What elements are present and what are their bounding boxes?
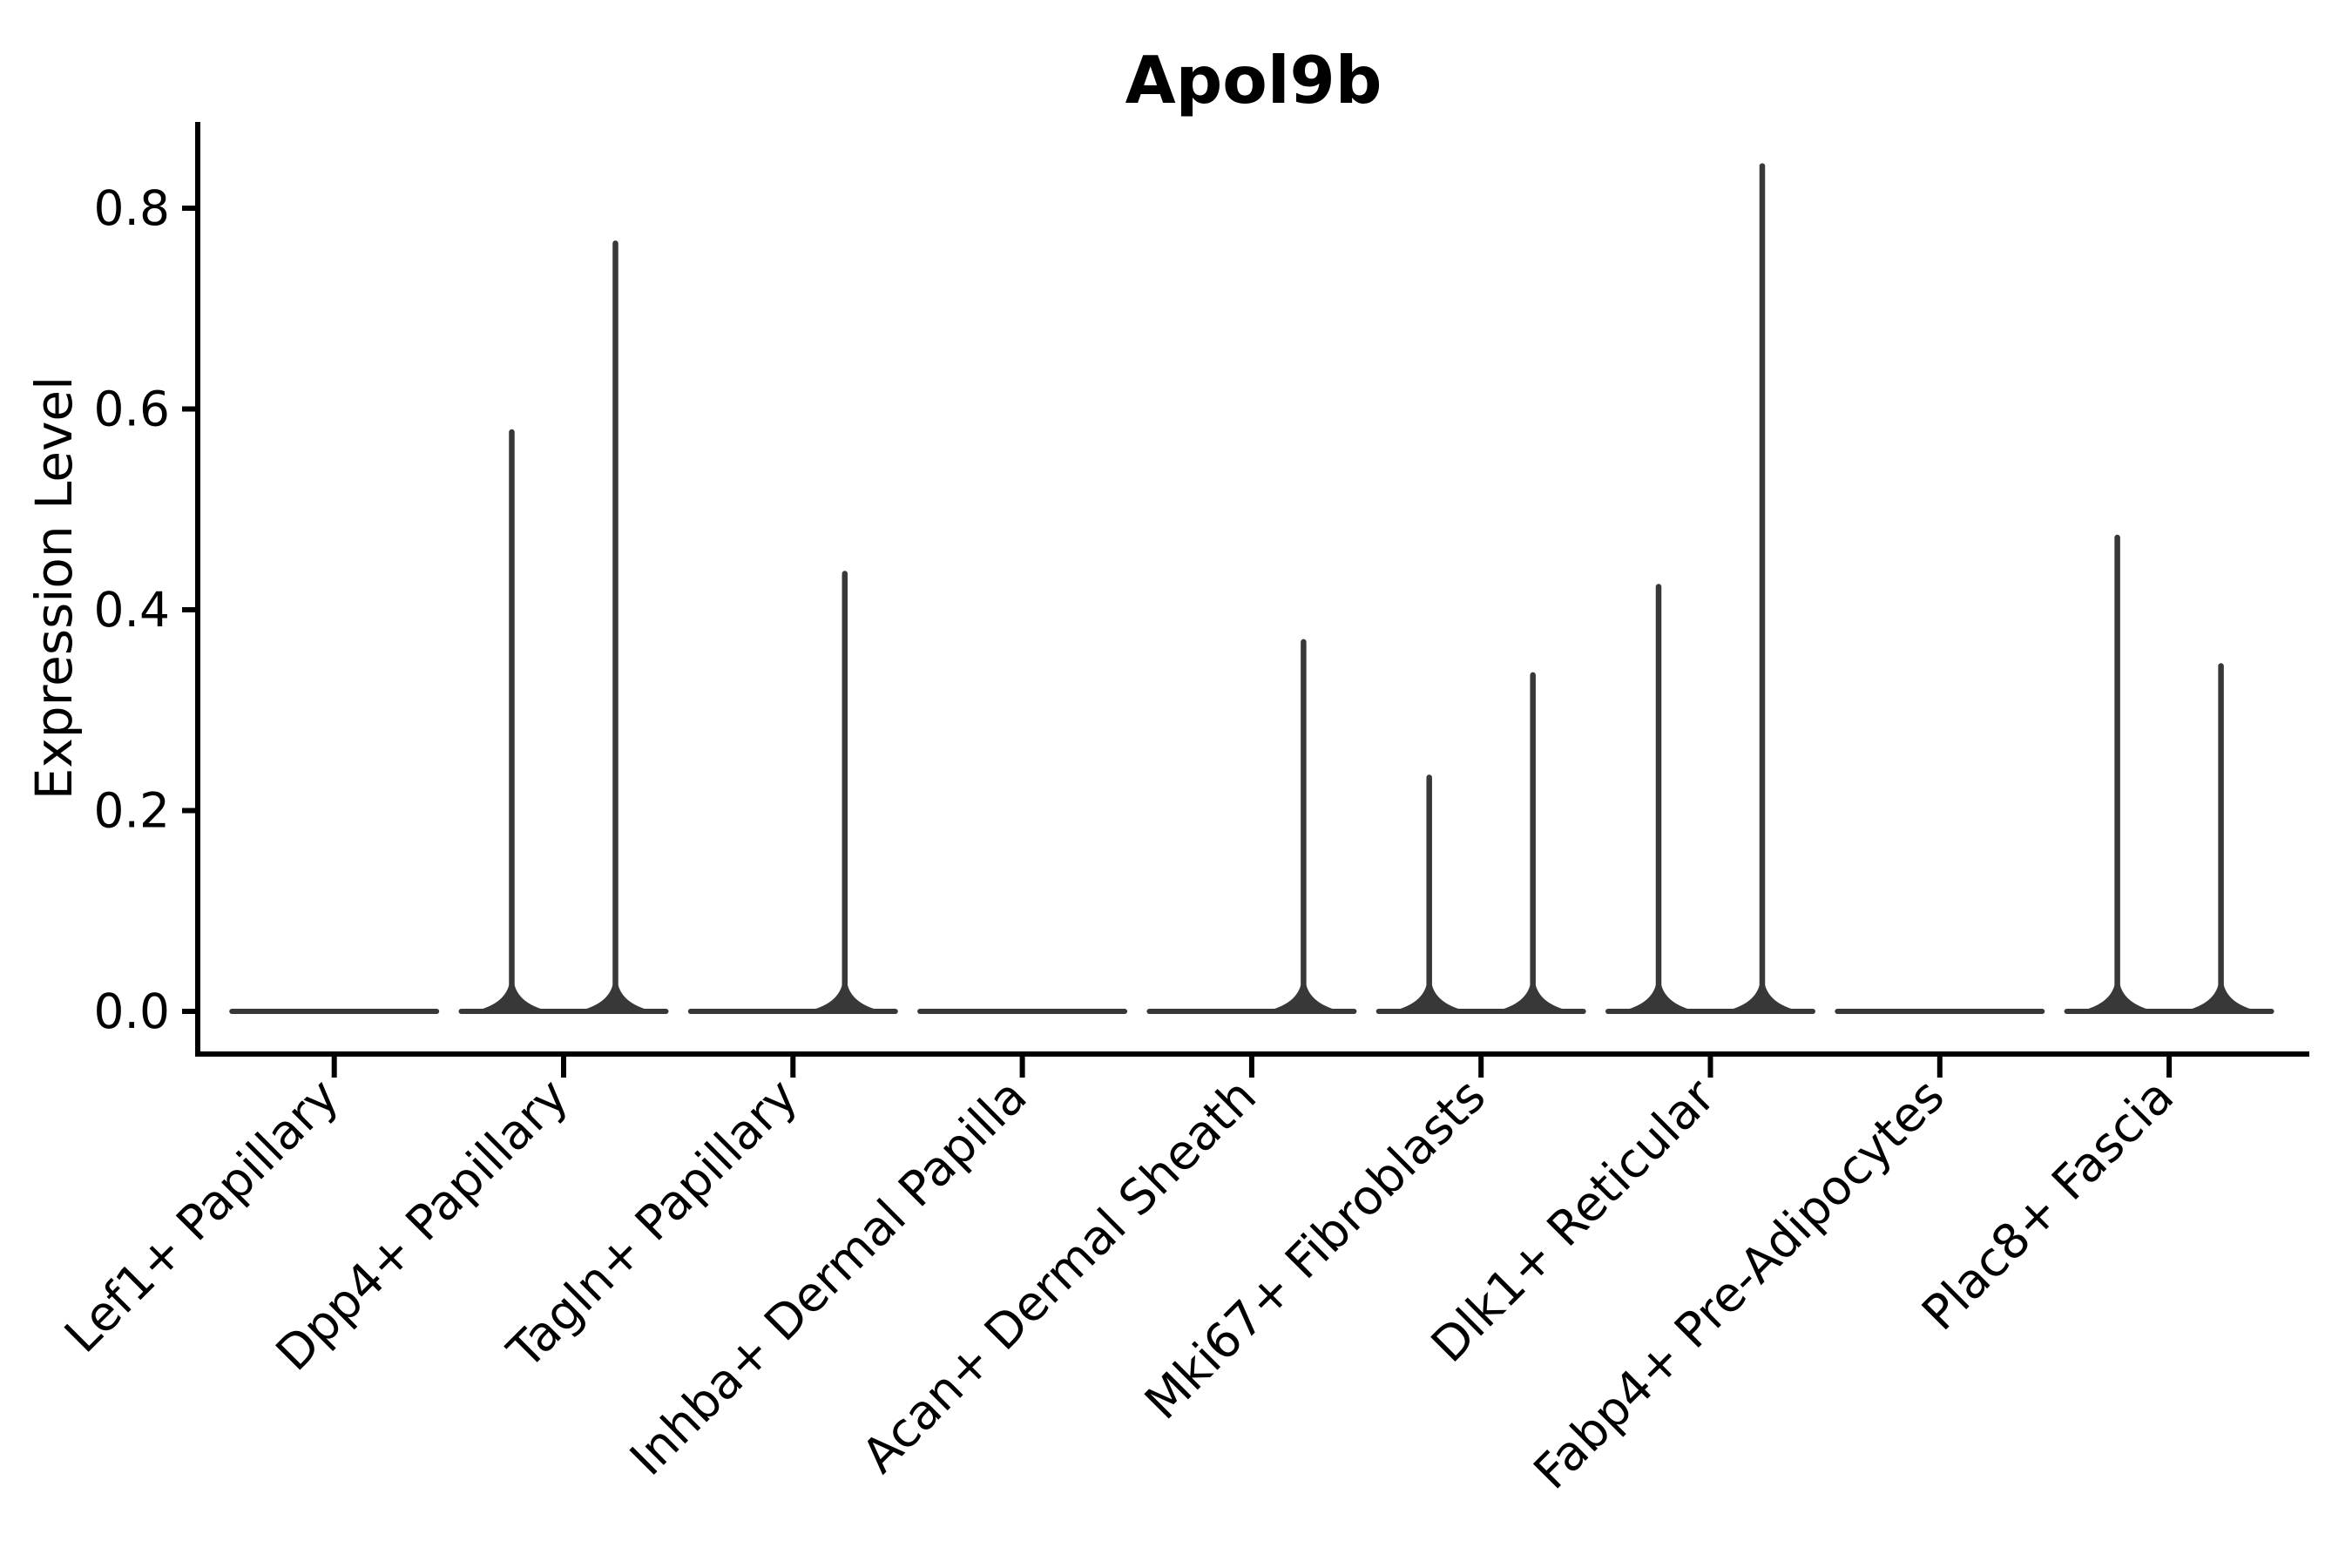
- x-tick-label: Acan+ Dermal Sheath: [851, 1068, 1267, 1484]
- y-tick-label: 0.2: [94, 783, 170, 839]
- y-tick-label: 0.8: [94, 180, 170, 236]
- y-axis-label: Expression Level: [24, 376, 84, 800]
- y-tick-label: 0.0: [94, 983, 170, 1039]
- y-tick-label: 0.4: [94, 582, 170, 638]
- x-tick-label: Inhba+ Dermal Papilla: [619, 1068, 1037, 1486]
- y-tick-label: 0.6: [94, 382, 170, 437]
- chart-title: Apol9b: [1125, 42, 1382, 118]
- x-tick-label: Fabp4+ Pre-Adipocytes: [1523, 1068, 1955, 1500]
